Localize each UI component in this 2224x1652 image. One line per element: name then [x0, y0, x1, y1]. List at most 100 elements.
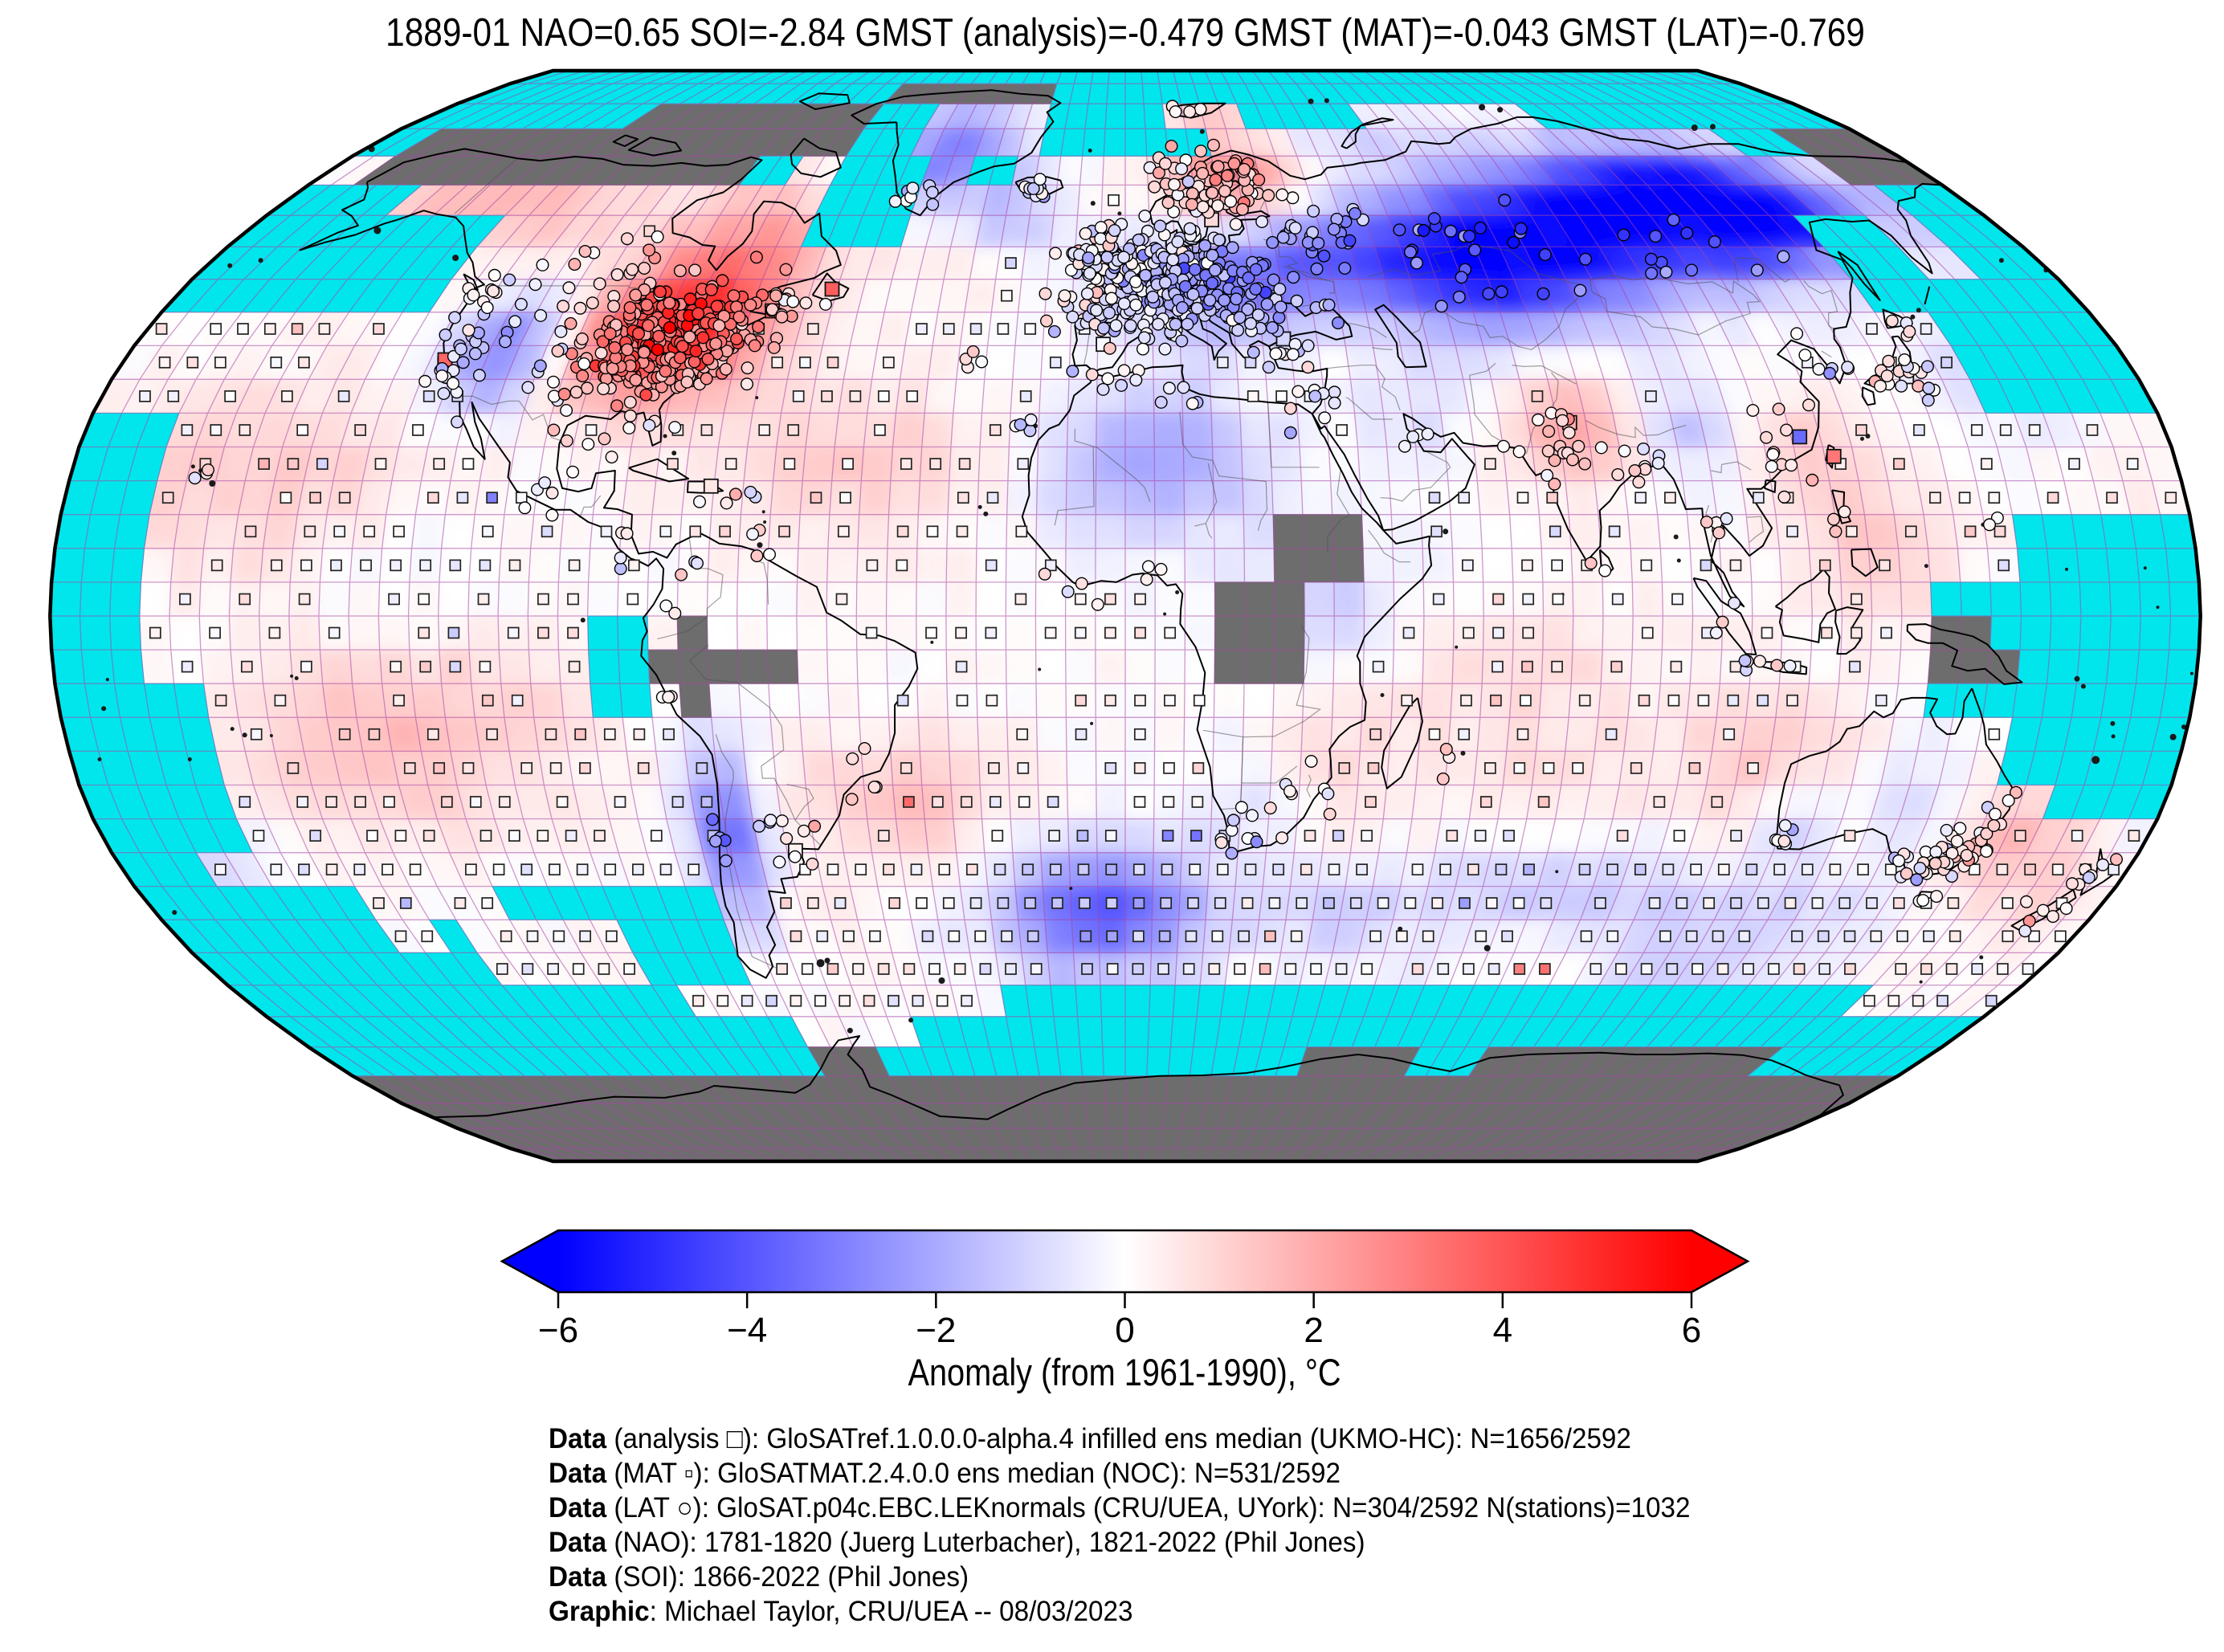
station-marker: [1085, 368, 1099, 381]
island-dot: [2091, 756, 2100, 765]
station-marker: [623, 409, 637, 422]
station-marker: [1322, 298, 1336, 312]
island-dot: [290, 674, 294, 678]
station-marker: [1247, 345, 1260, 359]
station-marker: [1321, 787, 1335, 801]
mat-marker: [1999, 424, 2012, 436]
station-marker: [1301, 361, 1315, 374]
station-marker: [2059, 902, 2073, 916]
station-marker: [1177, 381, 1190, 394]
mat-marker: [896, 694, 909, 707]
station-marker: [1103, 341, 1116, 355]
mat-marker: [1640, 963, 1653, 975]
station-marker: [1310, 262, 1324, 275]
station-marker: [1209, 173, 1222, 186]
mat-marker: [1605, 728, 1618, 740]
mat-marker: [806, 897, 819, 909]
mat-marker: [1616, 830, 1629, 842]
mat-marker: [419, 559, 432, 572]
mat-marker: [287, 458, 300, 470]
island-dot: [2169, 733, 2177, 740]
mat-marker: [1017, 458, 1030, 470]
station-marker: [680, 375, 694, 389]
mat-marker: [515, 492, 528, 504]
station-marker: [1812, 362, 1826, 376]
colorbar-tick-label: 6: [1682, 1311, 1701, 1350]
station-marker: [1249, 283, 1263, 296]
mat-marker: [1161, 863, 1173, 876]
station-marker: [753, 819, 766, 833]
mat-marker: [988, 762, 1000, 774]
station-marker: [547, 423, 561, 437]
station-marker: [620, 232, 634, 246]
island-dot: [2189, 671, 2193, 675]
mat-marker: [1105, 863, 1118, 876]
mat-marker: [790, 930, 802, 943]
island-dot: [1676, 558, 1681, 563]
island-dot: [187, 757, 192, 761]
mat-marker: [938, 863, 951, 876]
mat-marker: [1523, 863, 1535, 876]
mat-marker: [383, 796, 395, 808]
grid-cell-batch: [1699, 247, 1748, 279]
mat-marker: [1520, 694, 1532, 707]
station-marker: [1255, 215, 1269, 229]
mat-marker: [1105, 897, 1118, 909]
station-marker: [1141, 560, 1155, 573]
station-marker: [503, 273, 516, 287]
mat-marker: [826, 356, 839, 369]
station-marker: [1474, 221, 1487, 235]
station-marker: [696, 331, 710, 345]
mat-marker: [801, 963, 814, 975]
island-dot: [1710, 124, 1716, 130]
station-marker: [1343, 234, 1357, 247]
mat-marker: [1879, 559, 1891, 572]
grid-cell-batch: [1387, 215, 1554, 312]
station-marker: [1238, 162, 1251, 176]
station-marker: [1206, 138, 1220, 152]
station-marker: [1651, 456, 1665, 470]
station-marker: [1798, 349, 1812, 362]
mat-marker: [783, 458, 796, 470]
grid-cell-batch: [1487, 185, 1818, 312]
station-marker: [1129, 298, 1143, 312]
station-marker: [662, 691, 675, 704]
station-marker: [1417, 224, 1430, 238]
station-marker: [1066, 310, 1079, 324]
caption-text: (LAT ○): GloSAT.p04c.EBC.LEKnormals (CRU…: [606, 1492, 1691, 1524]
station-marker: [643, 418, 656, 432]
station-marker: [577, 357, 591, 371]
mat-marker: [280, 492, 292, 504]
station-marker: [1455, 271, 1468, 284]
island-dot: [1919, 980, 1923, 984]
island-dot: [2156, 606, 2160, 610]
station-marker: [710, 300, 724, 313]
grid-cell-batch: [170, 128, 2112, 887]
station-marker: [554, 324, 568, 338]
station-marker: [786, 295, 800, 308]
station-marker: [1245, 809, 1259, 822]
mat-marker: [633, 728, 646, 740]
analysis-marker: [1826, 448, 1842, 464]
analysis-marker: [703, 478, 719, 494]
station-marker: [1507, 235, 1520, 249]
grid-cell-batch: [1410, 185, 1581, 312]
mat-marker: [865, 626, 878, 639]
mat-marker: [837, 525, 850, 538]
mat-marker: [1549, 525, 1561, 538]
mat-marker: [700, 796, 713, 808]
station-marker: [651, 230, 664, 243]
station-marker: [719, 362, 732, 376]
mat-marker: [1940, 356, 1953, 369]
mat-marker: [421, 930, 434, 943]
mat-marker: [537, 830, 549, 842]
colorbar-axis-label-text: Anomaly (from 1961-1990), °C: [908, 1351, 1341, 1393]
mat-marker: [1870, 930, 1883, 943]
mat-marker: [500, 930, 512, 943]
station-marker: [1531, 413, 1545, 426]
mat-marker: [1513, 762, 1526, 774]
station-marker: [775, 814, 789, 828]
station-marker: [637, 345, 651, 359]
mat-marker: [1430, 525, 1443, 538]
mat-marker: [1132, 897, 1145, 909]
